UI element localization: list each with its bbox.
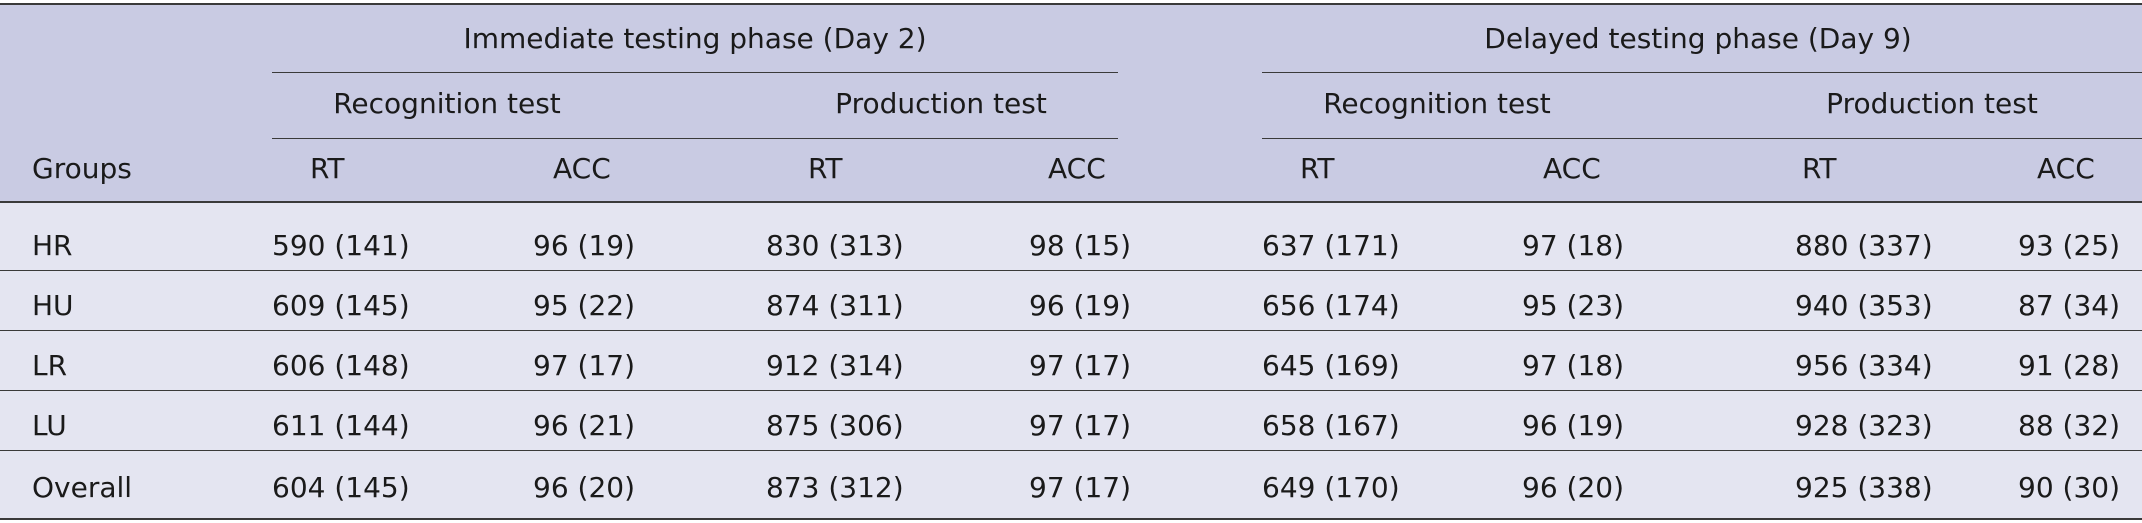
table-cell: 940 (353): [1795, 289, 1933, 322]
table-cell: 97 (17): [1029, 409, 1132, 442]
header-bottom-rule: [0, 201, 2142, 203]
row-rule-3: [0, 390, 2142, 391]
table-cell: 96 (19): [1522, 409, 1625, 442]
test-header-delayed-recognition: Recognition test: [1323, 87, 1551, 120]
measure-header: RT: [808, 152, 843, 185]
measure-header: RT: [1300, 152, 1335, 185]
table-cell: 96 (19): [1029, 289, 1132, 322]
table-cell: 611 (144): [272, 409, 410, 442]
table-cell: 98 (15): [1029, 229, 1132, 262]
table-cell: 656 (174): [1262, 289, 1400, 322]
test-rule-immediate: [272, 138, 1118, 139]
measure-header: ACC: [553, 152, 611, 185]
group-label: HU: [32, 289, 74, 322]
group-label: LU: [32, 409, 67, 442]
table-cell: 91 (28): [2018, 349, 2121, 382]
table-cell: 97 (17): [1029, 471, 1132, 504]
table-cell: 645 (169): [1262, 349, 1400, 382]
test-rule-delayed: [1262, 138, 2142, 139]
measure-header: RT: [1802, 152, 1837, 185]
table-cell: 95 (23): [1522, 289, 1625, 322]
table-cell: 590 (141): [272, 229, 410, 262]
phase-rule-delayed: [1262, 72, 2142, 73]
table-cell: 649 (170): [1262, 471, 1400, 504]
table-cell: 97 (18): [1522, 349, 1625, 382]
table-cell: 658 (167): [1262, 409, 1400, 442]
table-cell: 97 (18): [1522, 229, 1625, 262]
group-label: LR: [32, 349, 68, 382]
test-header-delayed-production: Production test: [1826, 87, 2038, 120]
measure-header: ACC: [1048, 152, 1106, 185]
table-cell: 873 (312): [766, 471, 904, 504]
table-cell: 96 (21): [533, 409, 636, 442]
top-rule: [0, 3, 2142, 5]
table-cell: 88 (32): [2018, 409, 2121, 442]
phase-header-delayed: Delayed testing phase (Day 9): [1484, 22, 1912, 55]
table-cell: 875 (306): [766, 409, 904, 442]
measure-header: RT: [310, 152, 345, 185]
table-cell: 96 (20): [1522, 471, 1625, 504]
table-cell: 97 (17): [1029, 349, 1132, 382]
table-cell: 604 (145): [272, 471, 410, 504]
table-cell: 90 (30): [2018, 471, 2121, 504]
row-rule-4: [0, 450, 2142, 451]
table-cell: 96 (19): [533, 229, 636, 262]
bottom-rule: [0, 518, 2142, 520]
table-cell: 928 (323): [1795, 409, 1933, 442]
table-cell: 87 (34): [2018, 289, 2121, 322]
groups-header: Groups: [32, 152, 132, 185]
table-cell: 606 (148): [272, 349, 410, 382]
phase-header-immediate: Immediate testing phase (Day 2): [463, 22, 927, 55]
body-background: [0, 202, 2142, 520]
table-cell: 96 (20): [533, 471, 636, 504]
table-cell: 609 (145): [272, 289, 410, 322]
table-cell: 925 (338): [1795, 471, 1933, 504]
table-cell: 830 (313): [766, 229, 904, 262]
table-cell: 912 (314): [766, 349, 904, 382]
table-cell: 93 (25): [2018, 229, 2121, 262]
measure-header: ACC: [1543, 152, 1601, 185]
header-background: [0, 4, 2142, 202]
test-header-immediate-recognition: Recognition test: [333, 87, 561, 120]
table-cell: 95 (22): [533, 289, 636, 322]
measure-header: ACC: [2037, 152, 2095, 185]
test-header-immediate-production: Production test: [835, 87, 1047, 120]
row-rule-2: [0, 330, 2142, 331]
table-cell: 956 (334): [1795, 349, 1933, 382]
table-cell: 880 (337): [1795, 229, 1933, 262]
group-label: HR: [32, 229, 73, 262]
table-cell: 97 (17): [533, 349, 636, 382]
phase-rule-immediate: [272, 72, 1118, 73]
group-label: Overall: [32, 471, 133, 504]
row-rule-1: [0, 270, 2142, 271]
table-cell: 637 (171): [1262, 229, 1400, 262]
table-cell: 874 (311): [766, 289, 904, 322]
